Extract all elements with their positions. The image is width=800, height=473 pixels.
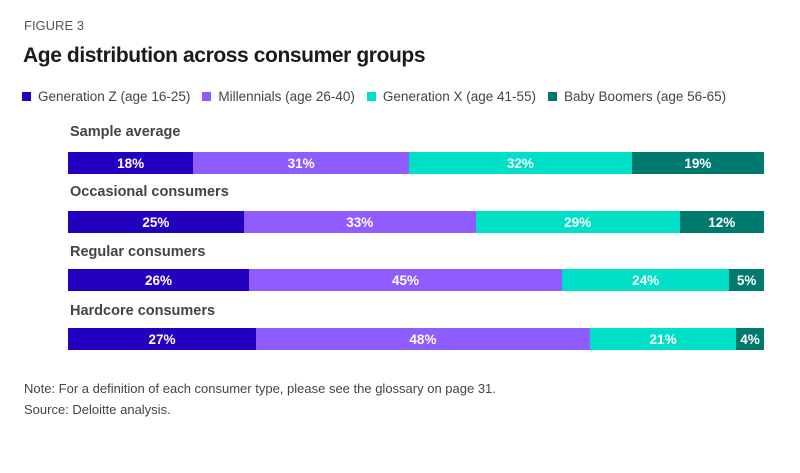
bar-segment: 45% <box>248 269 563 291</box>
legend-label: Generation Z (age 16-25) <box>38 89 191 104</box>
bar-segment: 4% <box>736 328 764 350</box>
data-label: 31% <box>287 155 315 171</box>
bar-segment: 25% <box>68 211 244 233</box>
data-label: 27% <box>148 331 176 347</box>
data-label: 24% <box>632 272 660 288</box>
category-label: Hardcore consumers <box>70 303 216 319</box>
data-label: 29% <box>564 214 592 230</box>
note-text: Note: For a definition of each consumer … <box>24 381 496 396</box>
data-label: 32% <box>506 155 534 171</box>
bar-segment: 26% <box>68 269 249 291</box>
legend-label: Baby Boomers (age 56-65) <box>564 89 727 104</box>
category-label: Regular consumers <box>70 244 206 260</box>
data-label: 48% <box>409 331 437 347</box>
legend-swatch <box>22 92 31 101</box>
stacked-bar: 27% 48% 21% 4% <box>68 328 764 350</box>
legend-item: Millennials (age 26-40) <box>202 89 355 104</box>
legend-swatch <box>548 92 558 101</box>
figure-label: FIGURE 3 <box>24 18 84 33</box>
legend-item: Baby Boomers (age 56-65) <box>548 89 726 104</box>
category-label: Occasional consumers <box>70 184 229 200</box>
legend: Generation Z (age 16-25) Millennials (age… <box>22 89 726 104</box>
bar-segment: 48% <box>255 328 590 350</box>
stacked-bar: 25% 33% 29% 12% <box>68 211 764 233</box>
stacked-bar: 18% 31% 32% 19% <box>68 152 764 174</box>
data-label: 33% <box>346 214 374 230</box>
legend-label: Millennials (age 26-40) <box>218 89 355 104</box>
bar-segment: 31% <box>193 152 410 174</box>
data-label: 18% <box>117 155 145 171</box>
bar-segment: 12% <box>679 211 764 233</box>
bar-segment: 21% <box>589 328 737 350</box>
category-label: Sample average <box>70 124 181 140</box>
data-label: 5% <box>736 272 757 288</box>
data-label: 12% <box>708 214 736 230</box>
data-label: 19% <box>684 155 712 171</box>
bar-segment: 24% <box>562 269 730 291</box>
data-label: 21% <box>649 331 677 347</box>
data-label: 45% <box>392 272 420 288</box>
data-label: 25% <box>142 214 170 230</box>
legend-label: Generation X (age 41-55) <box>382 89 537 104</box>
bar-segment: 5% <box>729 269 764 291</box>
bar-segment: 27% <box>68 328 256 350</box>
bar-segment: 29% <box>475 211 680 233</box>
notes: Note: For a definition of each consumer … <box>24 378 496 420</box>
bar-segment: 19% <box>631 152 764 174</box>
data-label: 26% <box>144 272 172 288</box>
legend-swatch <box>202 92 212 101</box>
stacked-bar: 26% 45% 24% 5% <box>68 269 764 291</box>
data-label: 4% <box>740 331 760 347</box>
chart-title: Age distribution across consumer groups <box>23 44 426 67</box>
legend-swatch <box>366 92 376 101</box>
legend-item: Generation Z (age 16-25) <box>22 89 190 104</box>
bar-segment: 32% <box>409 152 632 174</box>
bar-segment: 18% <box>68 152 194 174</box>
legend-item: Generation X (age 41-55) <box>366 89 537 104</box>
source-text: Source: Deloitte analysis. <box>24 402 171 417</box>
bar-segment: 33% <box>243 211 476 233</box>
